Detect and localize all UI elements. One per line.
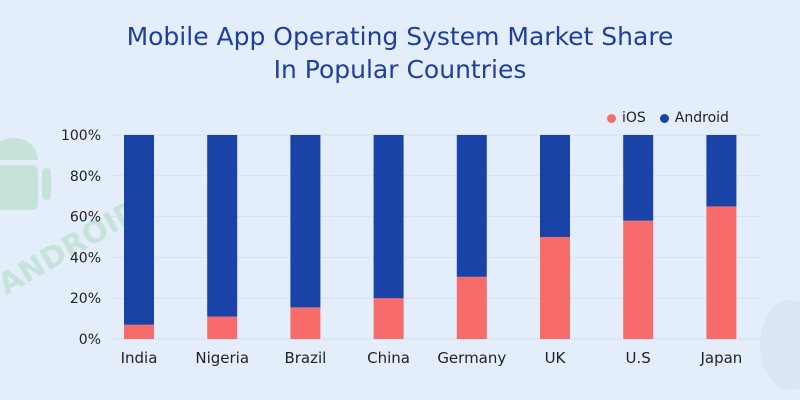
bar-android [124, 135, 154, 325]
x-tick-label: China [367, 349, 410, 367]
bar-android [207, 135, 238, 317]
legend-swatch-ios [607, 113, 616, 123]
x-tick-label: UK [545, 349, 567, 367]
bar-android [290, 135, 321, 308]
x-tick-label: India [121, 349, 158, 367]
bar-android [373, 135, 404, 299]
bar-ios [623, 220, 654, 339]
chart-title-line-2: In Popular Countries [273, 55, 527, 84]
y-tick-label: 20% [70, 291, 101, 307]
apple-watermark-icon [760, 300, 800, 390]
bar-ios [373, 298, 404, 339]
bar-android [540, 135, 570, 237]
y-tick-label: 80% [70, 169, 101, 185]
legend-item-ios: iOS [607, 110, 646, 126]
x-tick-label: Japan [699, 349, 742, 367]
x-tick-label: U.S [626, 349, 651, 367]
y-tick-label: 0% [79, 332, 101, 348]
chart-title: Mobile App Operating System Market Share… [0, 20, 800, 86]
chart-title-line-1: Mobile App Operating System Market Share [126, 22, 674, 51]
x-tick-label: Brazil [284, 349, 326, 367]
bar-ios [290, 307, 321, 339]
bar-ios [207, 316, 238, 339]
bar-android [456, 135, 487, 277]
legend-item-android: Android [659, 110, 729, 126]
y-tick-label: 40% [70, 250, 101, 266]
bar-android [623, 135, 654, 221]
legend: iOS Android [607, 110, 729, 126]
x-tick-label: Germany [437, 349, 506, 367]
bar-android [706, 135, 737, 207]
bar-ios [540, 237, 570, 339]
bar-ios [456, 276, 487, 339]
y-tick-label: 100% [61, 128, 101, 144]
y-tick-label: 60% [70, 210, 101, 226]
bar-ios [706, 206, 737, 339]
x-tick-label: Nigeria [195, 349, 249, 367]
legend-label-ios: iOS [622, 110, 646, 126]
legend-swatch-android [659, 113, 669, 123]
legend-label-android: Android [674, 110, 729, 126]
bar-ios [124, 324, 154, 339]
